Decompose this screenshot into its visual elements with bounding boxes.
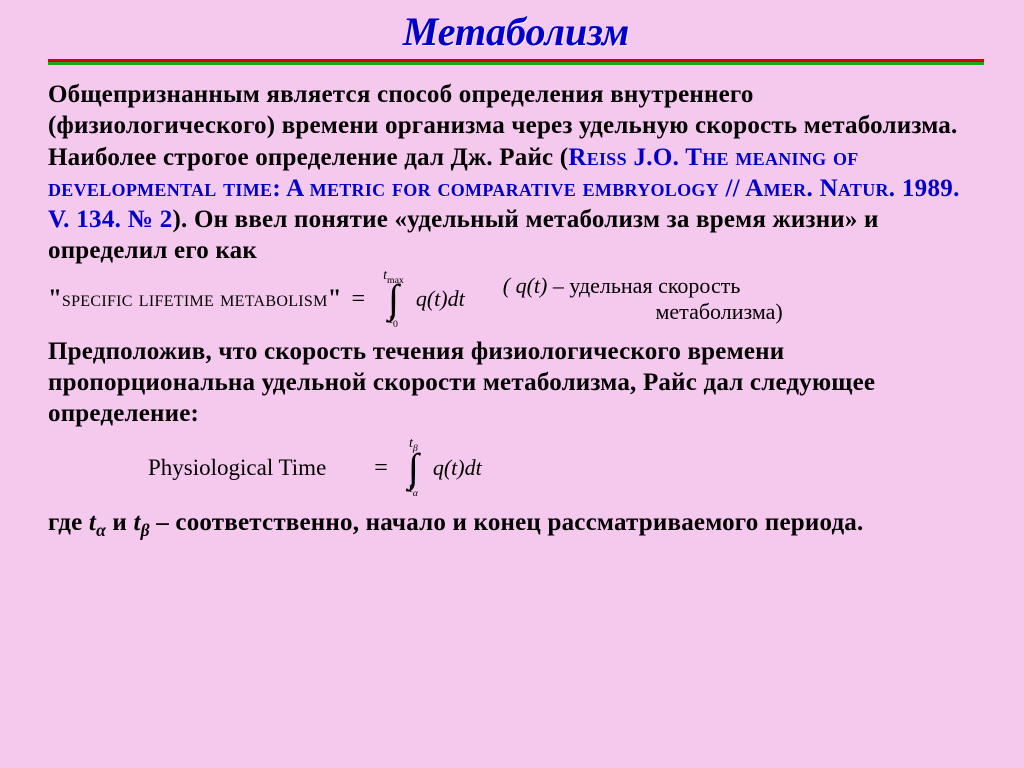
formula-1-label: "specific lifetime metabolism" <box>48 285 342 313</box>
formula-1-equals: = <box>352 286 366 313</box>
para3-t-beta: tβ <box>133 509 149 536</box>
para3-t-alpha: tα <box>89 509 106 536</box>
formula-1-integral: tmax ∫ t0 <box>383 269 404 330</box>
formula-2-integral: tβ ∫ tα <box>408 437 419 498</box>
formula-2: Physiological Time = tβ ∫ tα q(t)dt <box>148 437 984 498</box>
integral-sign-icon: ∫ <box>388 285 399 313</box>
formula-1-note: ( q(t) – удельная скорость метаболизма) <box>503 273 783 325</box>
slide: Метаболизм Общепризнанным является спосо… <box>0 0 1024 768</box>
formula-1-quote-close: " <box>328 285 342 312</box>
paragraph-1: Общепризнанным является способ определен… <box>48 79 984 267</box>
para3-where: где <box>48 509 89 536</box>
formula-1-lower-limit: t0 <box>389 313 398 330</box>
formula-1-integrand: q(t)dt <box>416 286 465 312</box>
integral-sign-icon: ∫ <box>408 454 419 482</box>
divider <box>48 59 984 65</box>
slide-title: Метаболизм <box>48 8 984 55</box>
para3-rest: – соответственно, начало и конец рассмат… <box>150 509 864 536</box>
formula-1-quote-open: " <box>48 285 62 312</box>
divider-green-line <box>48 62 984 65</box>
formula-1-label-text: specific lifetime metabolism <box>62 286 328 311</box>
formula-2-equals: = <box>374 455 388 482</box>
para1-text-2: ). Он ввел понятие «удельный метаболизм … <box>48 206 879 264</box>
formula-2-label: Physiological Time <box>148 455 326 481</box>
para3-and: и <box>106 509 134 536</box>
paragraph-3: где tα и tβ – соответственно, начало и к… <box>48 507 984 542</box>
formula-2-integrand: q(t)dt <box>433 455 482 481</box>
paragraph-2: Предположив, что скорость течения физиол… <box>48 336 984 430</box>
formula-1: "specific lifetime metabolism" = tmax ∫ … <box>48 269 984 330</box>
formula-2-lower-limit: tα <box>409 482 418 499</box>
